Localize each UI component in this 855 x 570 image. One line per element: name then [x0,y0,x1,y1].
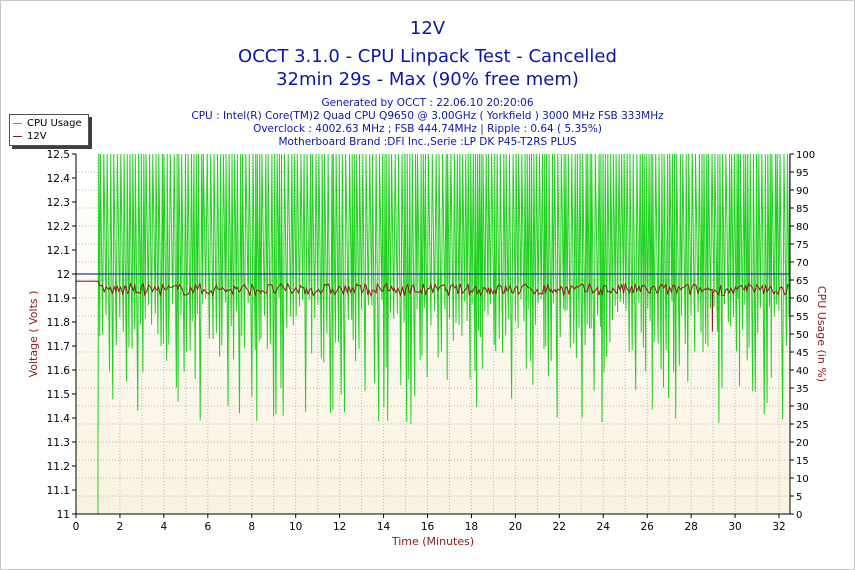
y-tick-label: 12.5 [47,149,70,161]
x-tick-label: 8 [248,521,255,533]
voltage-line [76,280,791,332]
y-tick-label: 11.5 [47,389,70,401]
y-tick-label: 11.2 [47,461,70,473]
chart-legend: CPU Usage 12V [9,114,89,146]
y2-tick-label: 65 [796,276,809,287]
legend-item-12v: 12V [13,130,47,142]
x-tick-label: 26 [641,521,655,533]
y-tick-label: 11.6 [47,365,71,377]
y-tick-label: 12.3 [47,197,70,209]
x-tick-label: 18 [465,521,478,533]
legend-swatch-cpu [13,122,22,124]
legend-label-cpu: CPU Usage [27,117,82,129]
info-cpu: CPU : Intel(R) Core(TM)2 Quad CPU Q9650 … [191,110,664,122]
x-tick-label: 4 [161,521,168,533]
y2-tick-label: 95 [796,168,809,179]
y2-tick-label: 10 [796,474,809,485]
x-tick-label: 30 [728,521,741,533]
y2-tick-label: 60 [796,294,809,305]
y2-tick-label: 85 [796,204,809,215]
y-tick-label: 11.1 [47,485,70,497]
info-motherboard: Motherboard Brand :DFI Inc.,Serie :LP DK… [278,136,577,148]
y2-tick-label: 20 [796,438,809,449]
info-generated: Generated by OCCT : 22.06.10 20:20:06 [321,97,534,109]
y2-tick-label: 50 [796,330,809,341]
x-tick-label: 6 [204,521,211,533]
cpu-usage-line [76,153,791,515]
x-tick-label: 24 [597,521,611,533]
y-tick-label: 12.4 [47,173,71,185]
x-tick-label: 22 [553,521,566,533]
y-axis-label: Voltage ( Volts ) [27,291,40,378]
x-tick-label: 20 [509,521,522,533]
y2-tick-label: 75 [796,240,809,251]
voltage-series [76,280,791,332]
y2-tick-label: 40 [796,366,809,377]
y2-tick-label: 90 [796,186,809,197]
y-tick-label: 12.1 [47,245,70,257]
y2-tick-label: 30 [796,402,809,413]
x-axis-label: Time (Minutes) [391,535,474,548]
y-tick-label: 12.2 [47,221,70,233]
tick-labels: 0 2 4 6 8 10 12 14 16 18 20 22 24 26 28 30 321111.111.21… [47,149,815,533]
cpu-usage-series [76,153,791,515]
y-tick-label: 11 [57,509,70,521]
x-tick-label: 16 [421,521,435,533]
x-tick-label: 0 [73,521,80,533]
x-tick-label: 2 [117,521,124,533]
y2-tick-label: 25 [796,420,809,431]
y2-tick-label: 100 [796,150,815,161]
x-tick-label: 12 [333,521,346,533]
x-tick-label: 32 [772,521,785,533]
y-tick-label: 11.4 [47,413,71,425]
legend-label-12v: 12V [27,130,47,142]
y2-tick-label: 15 [796,456,809,467]
y2-tick-label: 70 [796,258,809,269]
x-tick-label: 10 [289,521,302,533]
chart-subtitle-duration: 32min 29s - Max (90% free mem) [276,69,579,90]
y2-tick-label: 0 [796,510,802,521]
chart-title: 12V [409,18,446,39]
legend-item-cpu-usage: CPU Usage [13,117,82,129]
y-tick-label: 11.3 [47,437,70,449]
y-tick-label: 11.8 [47,317,70,329]
y-tick-label: 11.9 [47,293,70,305]
y2-tick-label: 35 [796,384,809,395]
y2-axis-label: CPU Usage (in %) [815,286,828,382]
y2-tick-label: 55 [796,312,809,323]
y2-tick-label: 80 [796,222,809,233]
y-tick-label: 11.7 [47,341,70,353]
chart-subtitle: OCCT 3.1.0 - CPU Linpack Test - Cancelle… [238,46,617,67]
y-tick-label: 12 [57,269,70,281]
axes [72,153,794,518]
y2-tick-label: 45 [796,348,809,359]
info-overclock: Overclock : 4002.63 MHz ; FSB 444.74MHz … [253,123,602,135]
x-tick-label: 28 [684,521,697,533]
legend-swatch-12v [13,135,22,137]
x-tick-label: 14 [377,521,391,533]
y2-tick-label: 5 [796,492,802,503]
